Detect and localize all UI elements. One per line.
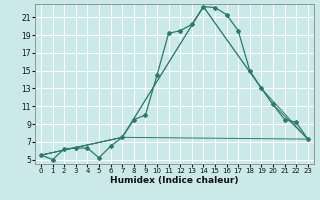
X-axis label: Humidex (Indice chaleur): Humidex (Indice chaleur) bbox=[110, 176, 239, 185]
